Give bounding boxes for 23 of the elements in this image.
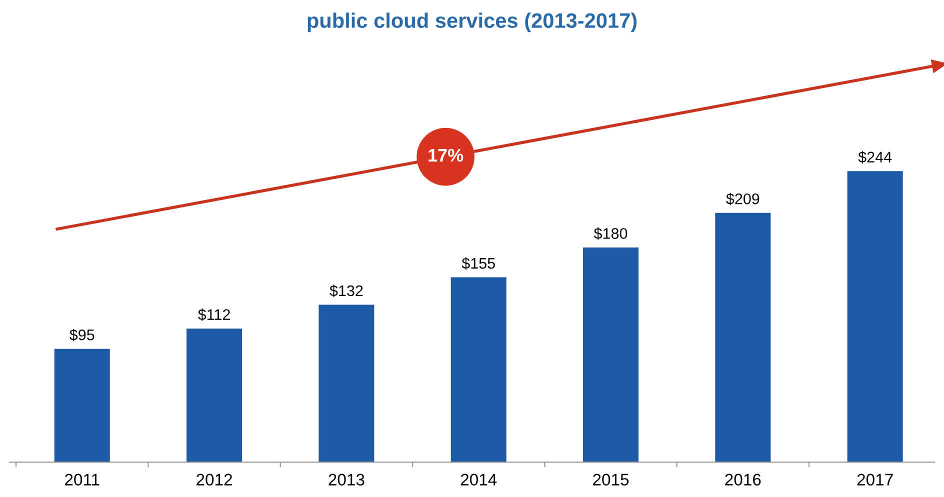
x-tick-label: 2017 bbox=[857, 474, 893, 486]
data-label: $209 bbox=[726, 192, 760, 206]
x-tick-label: 2012 bbox=[196, 474, 232, 486]
data-label: $155 bbox=[462, 257, 495, 270]
bar bbox=[715, 212, 771, 462]
bar bbox=[847, 171, 903, 462]
x-tick-label: 2013 bbox=[328, 474, 364, 486]
data-label: $95 bbox=[70, 328, 94, 342]
chart-title: public cloud services (2013-2017) bbox=[308, 12, 637, 32]
x-tick-label: 2016 bbox=[725, 474, 761, 486]
bar bbox=[318, 304, 374, 462]
data-label: $244 bbox=[858, 151, 892, 164]
bar bbox=[450, 277, 506, 462]
bar bbox=[54, 348, 110, 462]
data-label: $112 bbox=[198, 308, 230, 321]
bar bbox=[583, 247, 639, 462]
x-tick-label: 2015 bbox=[593, 474, 629, 486]
bar bbox=[186, 328, 242, 462]
x-tick-label: 2014 bbox=[460, 474, 497, 486]
x-tick-label: 2011 bbox=[65, 474, 100, 486]
text: 17% bbox=[428, 148, 464, 162]
data-label: $132 bbox=[330, 284, 363, 298]
data-label: $180 bbox=[594, 227, 628, 240]
